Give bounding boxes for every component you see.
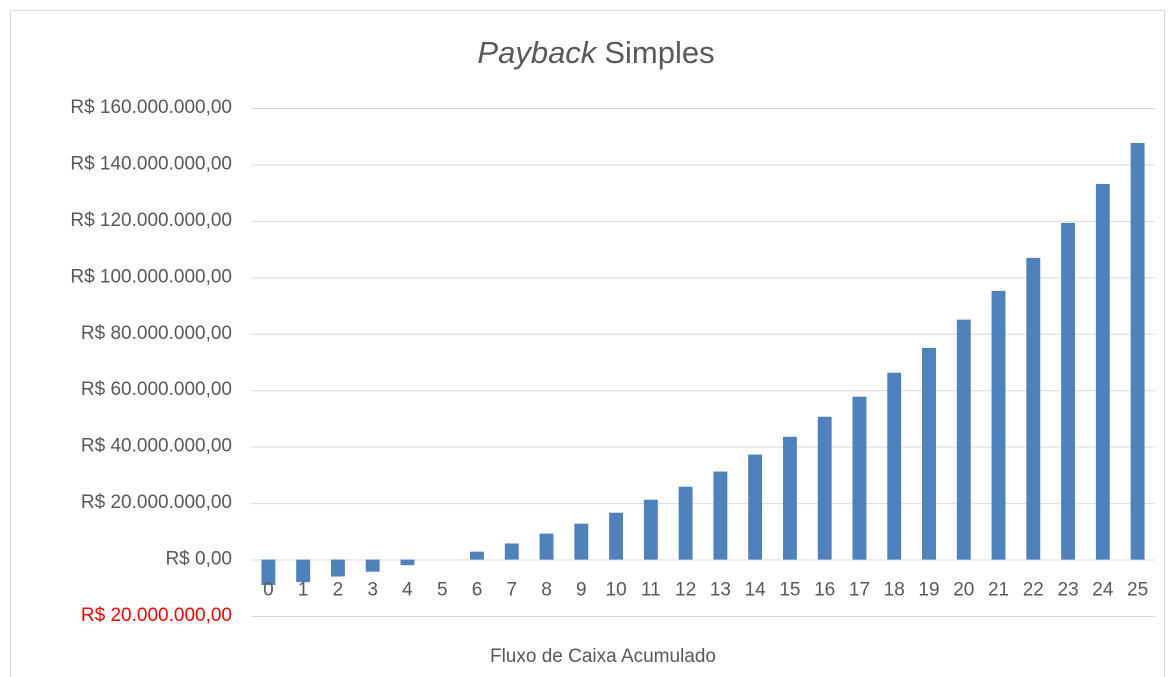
bar xyxy=(678,486,693,560)
bar xyxy=(817,416,832,560)
bar xyxy=(365,559,380,572)
y-tick-label: R$ 20.000.000,00 xyxy=(81,605,232,626)
x-tick-label: 6 xyxy=(472,580,483,601)
title-part: Payback xyxy=(477,35,597,70)
x-tick-label: 4 xyxy=(402,580,413,601)
x-tick-label: 10 xyxy=(606,580,627,601)
x-tick-label: 9 xyxy=(576,580,587,601)
x-tick-label: 16 xyxy=(814,580,835,601)
title-part: Simples xyxy=(604,35,714,70)
y-tick-label: R$ 100.000.000,00 xyxy=(70,266,232,287)
x-tick-label: 18 xyxy=(884,580,905,601)
bar xyxy=(609,512,624,560)
x-tick-label: 19 xyxy=(918,580,939,601)
bar xyxy=(296,559,311,583)
x-tick-label: 24 xyxy=(1092,580,1114,601)
bar xyxy=(261,559,276,585)
chart-frame xyxy=(10,10,1165,677)
y-tick-label: R$ 40.000.000,00 xyxy=(81,436,232,457)
bar xyxy=(330,559,345,577)
bar xyxy=(852,396,867,560)
x-tick-label: 3 xyxy=(367,580,378,601)
x-tick-label: 5 xyxy=(437,580,448,601)
chart-title: Payback Simples xyxy=(477,35,714,70)
bar xyxy=(1026,257,1041,560)
bar xyxy=(504,543,519,560)
y-tick-label: R$ 60.000.000,00 xyxy=(81,379,232,400)
x-tick-label: 2 xyxy=(333,580,344,601)
bar xyxy=(1095,183,1110,560)
bar xyxy=(956,319,971,560)
x-tick-label: 15 xyxy=(779,580,800,601)
bar xyxy=(1130,142,1145,560)
x-tick-label: 11 xyxy=(641,580,661,601)
bar xyxy=(400,559,415,566)
bar xyxy=(1061,222,1076,560)
bar xyxy=(782,436,797,560)
y-tick-label: R$ 0,00 xyxy=(165,549,232,570)
x-tick-label: 13 xyxy=(710,580,731,601)
x-tick-label: 17 xyxy=(849,580,870,601)
y-tick-label: R$ 120.000.000,00 xyxy=(70,210,232,231)
y-tick-label: R$ 160.000.000,00 xyxy=(70,97,232,118)
x-tick-label: 14 xyxy=(745,580,767,601)
x-tick-label: 23 xyxy=(1058,580,1079,601)
x-tick-label: 21 xyxy=(988,580,1009,601)
x-tick-label: 12 xyxy=(675,580,696,601)
x-axis-label: Fluxo de Caixa Acumulado xyxy=(490,646,716,667)
x-tick-label: 7 xyxy=(506,580,517,601)
x-tick-label: 22 xyxy=(1023,580,1044,601)
bar xyxy=(470,551,484,560)
x-tick-label: 0 xyxy=(263,580,274,601)
bar xyxy=(748,454,763,560)
bar xyxy=(643,499,658,560)
bar xyxy=(887,372,902,560)
bar xyxy=(922,347,936,560)
x-tick-label: 25 xyxy=(1127,580,1148,601)
y-tick-label: R$ 20.000.000,00 xyxy=(81,492,232,513)
bar xyxy=(539,533,554,560)
bar xyxy=(574,523,589,560)
y-tick-label: R$ 140.000.000,00 xyxy=(70,153,232,174)
x-tick-label: 1 xyxy=(298,580,309,601)
bar xyxy=(991,290,1006,560)
x-tick-label: 20 xyxy=(953,580,974,601)
x-tick-label: 8 xyxy=(541,580,552,601)
bar xyxy=(713,471,728,560)
y-tick-label: R$ 80.000.000,00 xyxy=(81,323,232,344)
